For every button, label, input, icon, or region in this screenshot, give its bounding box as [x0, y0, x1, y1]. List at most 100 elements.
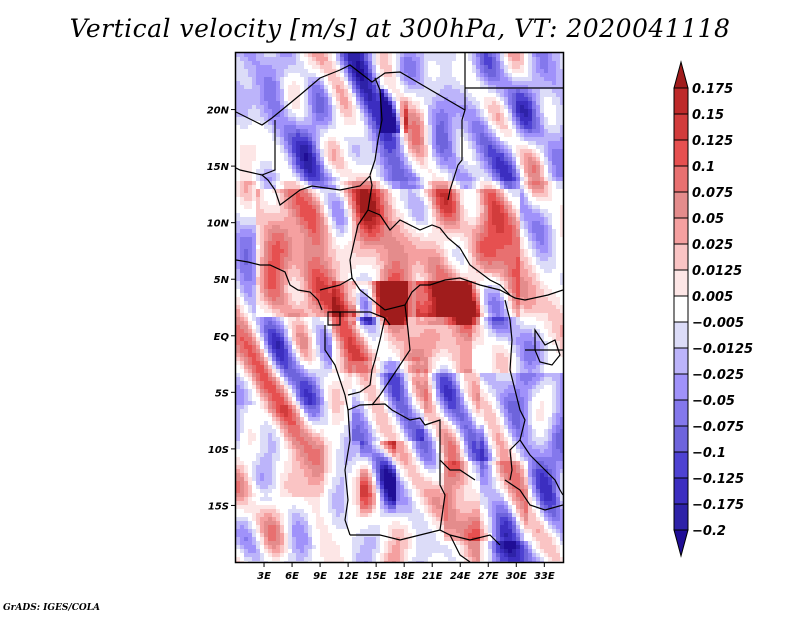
field-cell	[532, 117, 536, 121]
field-cell	[476, 233, 480, 237]
field-cell	[268, 281, 272, 285]
field-cell	[348, 233, 352, 237]
field-cell	[288, 53, 292, 57]
field-cell	[332, 241, 336, 245]
field-cell	[552, 93, 556, 97]
field-cell	[456, 281, 460, 285]
field-cell	[272, 69, 276, 73]
field-cell	[516, 105, 520, 109]
field-cell	[536, 189, 540, 193]
field-cell	[260, 201, 264, 205]
field-cell	[312, 65, 316, 69]
field-cell	[308, 293, 312, 297]
field-cell	[288, 273, 292, 277]
field-cell	[368, 185, 372, 189]
field-cell	[368, 109, 372, 113]
field-cell	[524, 181, 528, 185]
field-cell	[460, 237, 464, 241]
field-cell	[432, 273, 436, 277]
field-cell	[496, 205, 500, 209]
field-cell	[492, 61, 496, 65]
field-cell	[428, 137, 432, 141]
field-cell	[320, 245, 324, 249]
field-cell	[344, 117, 348, 121]
field-cell	[292, 197, 296, 201]
field-cell	[364, 153, 368, 157]
field-cell	[272, 261, 276, 265]
field-cell	[380, 193, 384, 197]
field-cell	[472, 181, 476, 185]
field-cell	[284, 233, 288, 237]
field-cell	[504, 173, 508, 177]
field-cell	[432, 121, 436, 125]
field-cell	[436, 121, 440, 125]
field-cell	[388, 209, 392, 213]
field-cell	[404, 65, 408, 69]
field-cell	[488, 221, 492, 225]
field-cell	[460, 193, 464, 197]
field-cell	[424, 121, 428, 125]
field-cell	[544, 189, 548, 193]
field-cell	[532, 177, 536, 181]
field-cell	[424, 193, 428, 197]
field-cell	[308, 73, 312, 77]
field-cell	[276, 53, 280, 57]
field-cell	[556, 125, 560, 129]
field-cell	[528, 161, 532, 165]
field-cell	[360, 133, 364, 137]
field-cell	[464, 165, 468, 169]
field-cell	[432, 189, 436, 193]
field-cell	[528, 245, 532, 249]
field-cell	[288, 289, 292, 293]
field-cell	[428, 225, 432, 229]
field-cell	[548, 229, 552, 233]
field-cell	[400, 273, 404, 277]
field-cell	[348, 165, 352, 169]
field-cell	[296, 145, 300, 149]
field-cell	[336, 225, 340, 229]
field-cell	[248, 137, 252, 141]
field-cell	[292, 217, 296, 221]
field-cell	[504, 249, 508, 253]
field-cell	[268, 69, 272, 73]
field-cell	[340, 73, 344, 77]
field-cell	[364, 161, 368, 165]
field-cell	[340, 293, 344, 297]
field-cell	[316, 117, 320, 121]
field-cell	[408, 65, 412, 69]
field-cell	[304, 189, 308, 193]
field-cell	[524, 257, 528, 261]
field-cell	[344, 209, 348, 213]
field-cell	[376, 185, 380, 189]
field-cell	[440, 245, 444, 249]
field-cell	[516, 229, 520, 233]
field-cell	[444, 157, 448, 161]
field-cell	[300, 125, 304, 129]
field-cell	[304, 253, 308, 257]
field-cell	[436, 221, 440, 225]
field-cell	[360, 57, 364, 61]
field-cell	[496, 201, 500, 205]
field-cell	[500, 53, 504, 57]
field-cell	[284, 137, 288, 141]
field-cell	[332, 281, 336, 285]
field-cell	[272, 129, 276, 133]
field-cell	[424, 173, 428, 177]
field-cell	[356, 81, 360, 85]
field-cell	[304, 89, 308, 93]
field-cell	[452, 85, 456, 89]
field-cell	[384, 137, 388, 141]
field-cell	[332, 137, 336, 141]
field-cell	[280, 173, 284, 177]
field-cell	[292, 265, 296, 269]
field-cell	[348, 121, 352, 125]
field-cell	[268, 257, 272, 261]
field-cell	[356, 153, 360, 157]
field-cell	[476, 129, 480, 133]
field-cell	[504, 169, 508, 173]
field-cell	[300, 233, 304, 237]
field-cell	[396, 77, 400, 81]
field-cell	[548, 209, 552, 213]
field-cell	[272, 209, 276, 213]
field-cell	[388, 245, 392, 249]
